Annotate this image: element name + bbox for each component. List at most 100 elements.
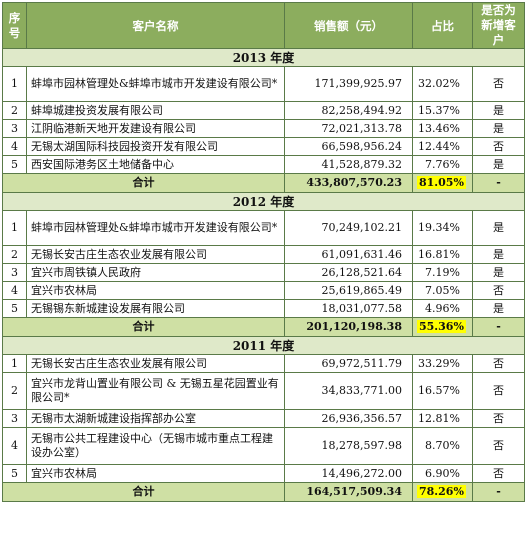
total-amount: 201,120,198.38	[284, 317, 413, 337]
customer-name: 西安国际港务区土地储备中心	[26, 155, 285, 174]
customer-name: 蚌埠市园林管理处&蚌埠市城市开发建设有限公司*	[26, 66, 285, 102]
total-percentage: 55.36%	[417, 320, 466, 333]
sales-amount: 25,619,865.49	[284, 281, 413, 300]
row-index: 3	[2, 409, 27, 428]
total-new-flag: -	[472, 482, 525, 502]
header-customer-name: 客户名称	[26, 2, 285, 49]
sales-amount: 18,031,077.58	[284, 299, 413, 318]
table-row: 3 宜兴市周铁镇人民政府 26,128,521.64 7.19% 是	[2, 263, 525, 282]
top-customers-table: 序号 客户名称 销售额（元） 占比 是否为新增客户 2013 年度 1 蚌埠市园…	[2, 2, 525, 502]
table-row: 5 宜兴市农林局 14,496,272.00 6.90% 否	[2, 464, 525, 483]
new-customer-flag: 否	[472, 372, 525, 410]
row-index: 1	[2, 210, 27, 246]
row-index: 5	[2, 299, 27, 318]
percentage: 32.02%	[412, 66, 473, 102]
customer-name: 宜兴市农林局	[26, 464, 285, 483]
row-index: 4	[2, 427, 27, 465]
new-customer-flag: 是	[472, 101, 525, 120]
new-customer-flag: 否	[472, 281, 525, 300]
customer-name: 无锡太湖国际科技园投资开发有限公司	[26, 137, 285, 156]
customer-name: 蚌埠市园林管理处&蚌埠市城市开发建设有限公司*	[26, 210, 285, 246]
table-row: 2 蚌埠城建投资发展有限公司 82,258,494.92 15.37% 是	[2, 101, 525, 120]
total-percentage-cell: 55.36%	[412, 317, 473, 337]
sales-amount: 69,972,511.79	[284, 354, 413, 373]
header-index: 序号	[2, 2, 27, 49]
percentage: 4.96%	[412, 299, 473, 318]
row-index: 3	[2, 263, 27, 282]
table-row: 1 蚌埠市园林管理处&蚌埠市城市开发建设有限公司* 171,399,925.97…	[2, 66, 525, 102]
table-row: 2 无锡长安古庄生态农业发展有限公司 61,091,631.46 16.81% …	[2, 245, 525, 264]
table-row: 2 宜兴市龙背山置业有限公司 & 无锡五星花园置业有限公司* 34,833,77…	[2, 372, 525, 410]
row-index: 2	[2, 372, 27, 410]
total-percentage-cell: 78.26%	[412, 482, 473, 502]
customer-sales-table-container: 序号 客户名称 销售额（元） 占比 是否为新增客户 2013 年度 1 蚌埠市园…	[2, 2, 525, 502]
header-new-customer: 是否为新增客户	[472, 2, 525, 49]
row-index: 1	[2, 354, 27, 373]
new-customer-flag: 否	[472, 66, 525, 102]
header-sales-amount: 销售额（元）	[284, 2, 413, 49]
table-row: 4 宜兴市农林局 25,619,865.49 7.05% 否	[2, 281, 525, 300]
percentage: 15.37%	[412, 101, 473, 120]
sales-amount: 41,528,879.32	[284, 155, 413, 174]
year-label: 2011 年度	[2, 336, 525, 355]
row-index: 5	[2, 464, 27, 483]
customer-name: 无锡市太湖新城建设指挥部办公室	[26, 409, 285, 428]
total-row-2012: 合计 201,120,198.38 55.36% -	[2, 317, 525, 337]
year-row-2013: 2013 年度	[2, 48, 525, 67]
year-label: 2012 年度	[2, 192, 525, 211]
table-row: 1 蚌埠市园林管理处&蚌埠市城市开发建设有限公司* 70,249,102.21 …	[2, 210, 525, 246]
row-index: 4	[2, 137, 27, 156]
sales-amount: 171,399,925.97	[284, 66, 413, 102]
new-customer-flag: 否	[472, 427, 525, 465]
table-row: 5 无锡锡东新城建设发展有限公司 18,031,077.58 4.96% 是	[2, 299, 525, 318]
row-index: 5	[2, 155, 27, 174]
customer-name: 无锡长安古庄生态农业发展有限公司	[26, 354, 285, 373]
new-customer-flag: 是	[472, 119, 525, 138]
row-index: 4	[2, 281, 27, 300]
total-label: 合计	[2, 482, 285, 502]
new-customer-flag: 否	[472, 137, 525, 156]
sales-amount: 34,833,771.00	[284, 372, 413, 410]
customer-name: 无锡锡东新城建设发展有限公司	[26, 299, 285, 318]
year-row-2012: 2012 年度	[2, 192, 525, 211]
percentage: 12.81%	[412, 409, 473, 428]
new-customer-flag: 是	[472, 299, 525, 318]
percentage: 6.90%	[412, 464, 473, 483]
new-customer-flag: 是	[472, 245, 525, 264]
new-customer-flag: 否	[472, 409, 525, 428]
percentage: 13.46%	[412, 119, 473, 138]
customer-name: 宜兴市周铁镇人民政府	[26, 263, 285, 282]
customer-name: 无锡长安古庄生态农业发展有限公司	[26, 245, 285, 264]
total-percentage: 78.26%	[417, 485, 466, 498]
total-label: 合计	[2, 173, 285, 193]
new-customer-flag: 是	[472, 210, 525, 246]
sales-amount: 14,496,272.00	[284, 464, 413, 483]
customer-name: 无锡市公共工程建设中心（无锡市城市重点工程建设办公室）	[26, 427, 285, 465]
percentage: 7.05%	[412, 281, 473, 300]
table-row: 5 西安国际港务区土地储备中心 41,528,879.32 7.76% 是	[2, 155, 525, 174]
sales-amount: 72,021,313.78	[284, 119, 413, 138]
table-row: 4 无锡太湖国际科技园投资开发有限公司 66,598,956.24 12.44%…	[2, 137, 525, 156]
header-percentage: 占比	[412, 2, 473, 49]
sales-amount: 26,128,521.64	[284, 263, 413, 282]
new-customer-flag: 是	[472, 263, 525, 282]
sales-amount: 26,936,356.57	[284, 409, 413, 428]
percentage: 7.76%	[412, 155, 473, 174]
percentage: 12.44%	[412, 137, 473, 156]
percentage: 8.70%	[412, 427, 473, 465]
table-row: 3 江阴临港新天地开发建设有限公司 72,021,313.78 13.46% 是	[2, 119, 525, 138]
percentage: 16.81%	[412, 245, 473, 264]
year-row-2011: 2011 年度	[2, 336, 525, 355]
row-index: 1	[2, 66, 27, 102]
table-row: 3 无锡市太湖新城建设指挥部办公室 26,936,356.57 12.81% 否	[2, 409, 525, 428]
header-row: 序号 客户名称 销售额（元） 占比 是否为新增客户	[2, 2, 525, 49]
total-amount: 164,517,509.34	[284, 482, 413, 502]
total-percentage-cell: 81.05%	[412, 173, 473, 193]
table-row: 4 无锡市公共工程建设中心（无锡市城市重点工程建设办公室） 18,278,597…	[2, 427, 525, 465]
sales-amount: 82,258,494.92	[284, 101, 413, 120]
total-percentage: 81.05%	[417, 176, 466, 189]
row-index: 2	[2, 101, 27, 120]
year-label: 2013 年度	[2, 48, 525, 67]
new-customer-flag: 是	[472, 155, 525, 174]
percentage: 7.19%	[412, 263, 473, 282]
